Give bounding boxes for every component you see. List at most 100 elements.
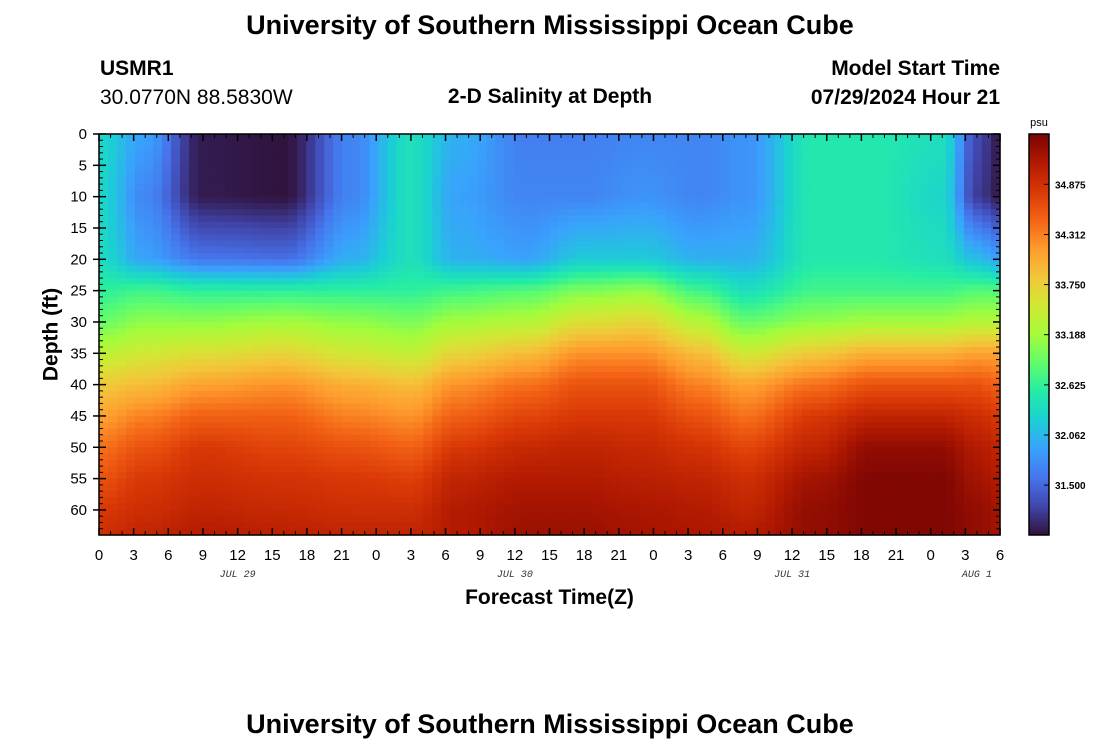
heatmap-cell bbox=[189, 441, 199, 448]
heatmap-cell bbox=[522, 321, 533, 329]
heatmap-cell bbox=[378, 271, 388, 279]
heatmap-cell bbox=[306, 403, 316, 411]
heatmap-cell bbox=[729, 459, 740, 467]
heatmap-cell bbox=[639, 403, 650, 411]
heatmap-cell bbox=[243, 403, 253, 411]
heatmap-cell bbox=[405, 202, 415, 210]
heatmap-cell bbox=[720, 491, 731, 499]
heatmap-cell bbox=[378, 184, 388, 191]
heatmap-cell bbox=[585, 296, 596, 304]
heatmap-cell bbox=[729, 340, 740, 348]
heatmap-cell bbox=[648, 491, 659, 499]
heatmap-cell bbox=[117, 140, 127, 148]
heatmap-cell bbox=[144, 509, 154, 517]
heatmap-cell bbox=[405, 472, 415, 480]
heatmap-cell bbox=[288, 202, 298, 210]
heatmap-cell bbox=[774, 196, 785, 204]
heatmap-cell bbox=[126, 403, 136, 411]
heatmap-cell bbox=[189, 309, 199, 317]
heatmap-cell bbox=[333, 353, 343, 361]
heatmap-cell bbox=[549, 177, 560, 185]
heatmap-cell bbox=[189, 246, 199, 254]
heatmap-cell bbox=[684, 453, 695, 461]
heatmap-cell bbox=[144, 227, 154, 235]
heatmap-cell bbox=[198, 353, 208, 361]
heatmap-cell bbox=[540, 265, 551, 273]
heatmap-cell bbox=[153, 190, 163, 198]
heatmap-cell bbox=[396, 509, 406, 517]
heatmap-cell bbox=[270, 278, 280, 285]
heatmap-cell bbox=[657, 516, 668, 524]
heatmap-cell bbox=[702, 466, 713, 473]
heatmap-cell bbox=[702, 447, 713, 455]
heatmap-cell bbox=[630, 453, 641, 461]
heatmap-cell bbox=[783, 409, 794, 417]
heatmap-cell bbox=[396, 359, 406, 367]
heatmap-cell bbox=[198, 290, 208, 298]
heatmap-cell bbox=[621, 284, 632, 292]
heatmap-cell bbox=[423, 466, 433, 473]
heatmap-cell bbox=[126, 397, 136, 405]
heatmap-cell bbox=[288, 184, 298, 191]
heatmap-cell bbox=[324, 372, 334, 379]
heatmap-cell bbox=[792, 259, 803, 267]
heatmap-cell bbox=[549, 415, 560, 423]
heatmap-cell bbox=[153, 453, 163, 461]
heatmap-cell bbox=[765, 403, 776, 411]
heatmap-cell bbox=[711, 365, 722, 373]
heatmap-cell bbox=[774, 503, 785, 511]
heatmap-cell bbox=[639, 447, 650, 455]
heatmap-cell bbox=[162, 466, 172, 473]
heatmap-cell bbox=[648, 403, 659, 411]
heatmap-cell bbox=[486, 359, 497, 367]
heatmap-cell bbox=[738, 146, 749, 154]
heatmap-cell bbox=[639, 347, 650, 354]
heatmap-cell bbox=[261, 278, 271, 285]
heatmap-cell bbox=[756, 372, 767, 379]
heatmap-cell bbox=[747, 271, 758, 279]
heatmap-cell bbox=[567, 221, 578, 229]
heatmap-cell bbox=[171, 140, 181, 148]
heatmap-cell bbox=[477, 340, 488, 348]
heatmap-cell bbox=[99, 159, 109, 166]
heatmap-cell bbox=[567, 422, 578, 430]
heatmap-cell bbox=[126, 434, 136, 442]
heatmap-cell bbox=[774, 171, 785, 179]
heatmap-cell bbox=[567, 152, 578, 160]
heatmap-cell bbox=[486, 309, 497, 317]
heatmap-cell bbox=[180, 347, 190, 354]
heatmap-cell bbox=[153, 353, 163, 361]
heatmap-cell bbox=[126, 491, 136, 499]
heatmap-cell bbox=[342, 290, 352, 298]
heatmap-cell bbox=[729, 447, 740, 455]
heatmap-cell bbox=[513, 403, 524, 411]
heatmap-cell bbox=[675, 159, 686, 166]
heatmap-cell bbox=[702, 259, 713, 267]
heatmap-cell bbox=[432, 240, 442, 248]
heatmap-cell bbox=[198, 303, 208, 311]
heatmap-cell bbox=[198, 271, 208, 279]
heatmap-cell bbox=[378, 146, 388, 154]
heatmap-cell bbox=[207, 516, 217, 524]
heatmap-cell bbox=[198, 409, 208, 417]
heatmap-cell bbox=[333, 372, 343, 379]
heatmap-cell bbox=[513, 422, 524, 430]
heatmap-cell bbox=[675, 240, 686, 248]
heatmap-cell bbox=[387, 290, 397, 298]
heatmap-cell bbox=[738, 265, 749, 273]
heatmap-cell bbox=[675, 152, 686, 160]
heatmap-cell bbox=[117, 516, 127, 524]
heatmap-cell bbox=[378, 365, 388, 373]
heatmap-cell bbox=[315, 353, 325, 361]
heatmap-cell bbox=[207, 472, 217, 480]
heatmap-cell bbox=[207, 177, 217, 185]
heatmap-cell bbox=[621, 271, 632, 279]
heatmap-cell bbox=[234, 340, 244, 348]
heatmap-cell bbox=[486, 146, 497, 154]
heatmap-cell bbox=[576, 271, 587, 279]
heatmap-cell bbox=[423, 315, 433, 323]
heatmap-cell bbox=[198, 253, 208, 260]
heatmap-cell bbox=[738, 215, 749, 223]
heatmap-cell bbox=[315, 296, 325, 304]
heatmap-cell bbox=[396, 434, 406, 442]
